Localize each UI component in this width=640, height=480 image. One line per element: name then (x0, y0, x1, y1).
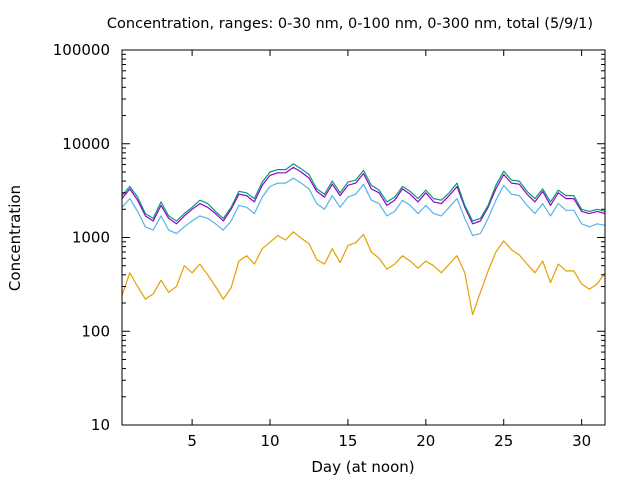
ticks-layer: 5 10 15 20 25 30 10 100 1000 10000 100000 (53, 41, 605, 450)
x-tick-label: 15 (338, 432, 357, 450)
x-tick-label: 25 (494, 432, 513, 450)
x-tick-label: 30 (572, 432, 591, 450)
y-tick-label: 10 (91, 416, 110, 434)
series-line-1 (121, 166, 606, 225)
x-tick-label: 10 (260, 432, 279, 450)
series-layer (121, 163, 606, 316)
x-tick-label: 20 (416, 432, 435, 450)
y-axis-label: Concentration (6, 185, 24, 291)
chart-title: Concentration, ranges: 0-30 nm, 0-100 nm… (107, 16, 593, 32)
y-tick-label: 100 (81, 322, 110, 340)
x-tick-label: 5 (187, 432, 197, 450)
series-line-2 (121, 163, 606, 222)
y-tick-label: 100000 (53, 41, 110, 59)
x-axis-label: Day (at noon) (311, 458, 414, 476)
y-tick-label: 10000 (62, 135, 110, 153)
plot-frame (121, 49, 606, 426)
series-line-3 (121, 177, 606, 237)
y-tick-label: 1000 (72, 229, 110, 247)
series-line-4 (121, 231, 606, 316)
